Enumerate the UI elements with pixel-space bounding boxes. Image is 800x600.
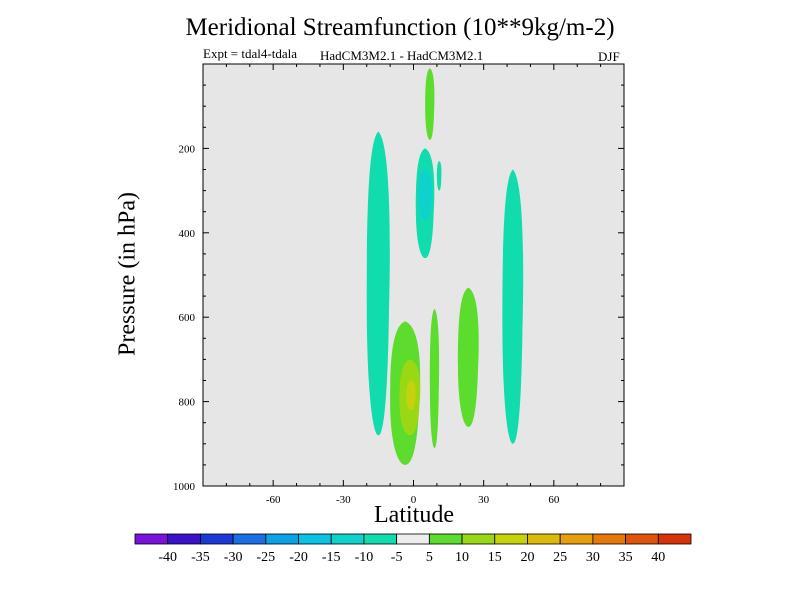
- colorbar-swatch: [494, 533, 528, 545]
- axis-tick-labels: -60 -30 0 30 60 200 400 600 800 1000: [173, 143, 560, 506]
- colorbar-swatch: [134, 533, 169, 545]
- colorbar-swatch: [265, 533, 299, 545]
- colorbar-label: 15: [488, 550, 502, 565]
- colorbar-label: 30: [586, 550, 600, 565]
- colorbar-label: 5: [426, 550, 433, 565]
- contour-region: [436, 161, 442, 191]
- colorbar-label: -15: [322, 550, 341, 565]
- y-tick-label: 200: [179, 143, 196, 155]
- colorbar-swatch: [428, 533, 463, 545]
- colorbar-swatch: [298, 533, 332, 545]
- contour-region: [425, 68, 435, 140]
- contour-region: [429, 308, 440, 449]
- colorbar-swatch: [232, 533, 267, 545]
- colorbar-label: 40: [651, 550, 665, 565]
- x-tick-label: -30: [336, 494, 351, 506]
- colorbar-label: 10: [455, 550, 469, 565]
- colorbar-label: -40: [158, 550, 177, 565]
- colorbar-label: 25: [553, 550, 567, 565]
- colorbar-swatch: [657, 533, 692, 545]
- colorbar-label: -35: [191, 550, 210, 565]
- colorbar-swatch: [200, 533, 234, 545]
- colorbar-label: -10: [355, 550, 374, 565]
- colorbar-swatch: [396, 533, 430, 545]
- y-tick-label: 1000: [173, 481, 196, 493]
- season-label: DJF: [598, 49, 620, 64]
- experiment-label: Expt = tdal4-tdala: [203, 46, 297, 61]
- y-axis-label: Pressure (in hPa): [114, 192, 141, 356]
- y-tick-label: 400: [179, 228, 196, 240]
- x-tick-label: 30: [478, 494, 490, 506]
- colorbar-swatch: [625, 533, 659, 545]
- colorbar-swatch: [363, 533, 398, 545]
- x-axis-label: Latitude: [374, 502, 454, 528]
- plot-frame: [202, 63, 625, 487]
- x-tick-label: 60: [548, 494, 560, 506]
- colorbar-swatch: [330, 533, 365, 545]
- colorbar-labels: -40 -35 -30 -25 -20 -15 -10 -5 5 10 15 20 25 30 35 40: [158, 550, 665, 565]
- contour-region: [502, 169, 524, 444]
- contour-region: [366, 131, 390, 436]
- colorbar-swatch: [527, 533, 561, 545]
- colorbar-label: -5: [391, 550, 403, 565]
- y-tick-label: 600: [179, 312, 196, 324]
- contour-regions: [366, 68, 524, 465]
- x-tick-label: 0: [411, 494, 417, 506]
- x-tick-label: -60: [266, 494, 281, 506]
- chart-title: Meridional Streamfunction (10**9kg/m-2): [185, 14, 615, 41]
- colorbar-swatch: [461, 533, 496, 545]
- colorbar-swatch: [167, 533, 201, 545]
- contour-region: [418, 169, 433, 221]
- colorbar-swatch: [559, 533, 594, 545]
- colorbar-swatch: [592, 533, 626, 545]
- colorbar-label: 20: [520, 550, 534, 565]
- colorbar-label: 35: [619, 550, 633, 565]
- contour-region: [457, 287, 479, 427]
- contour-region: [406, 380, 416, 411]
- y-tick-label: 800: [179, 397, 196, 409]
- colorbar-label: -20: [289, 550, 308, 565]
- colorbar: [134, 533, 692, 545]
- model-label: HadCM3M2.1 - HadCM3M2.1: [320, 48, 484, 63]
- colorbar-label: -30: [224, 550, 243, 565]
- colorbar-label: -25: [256, 550, 275, 565]
